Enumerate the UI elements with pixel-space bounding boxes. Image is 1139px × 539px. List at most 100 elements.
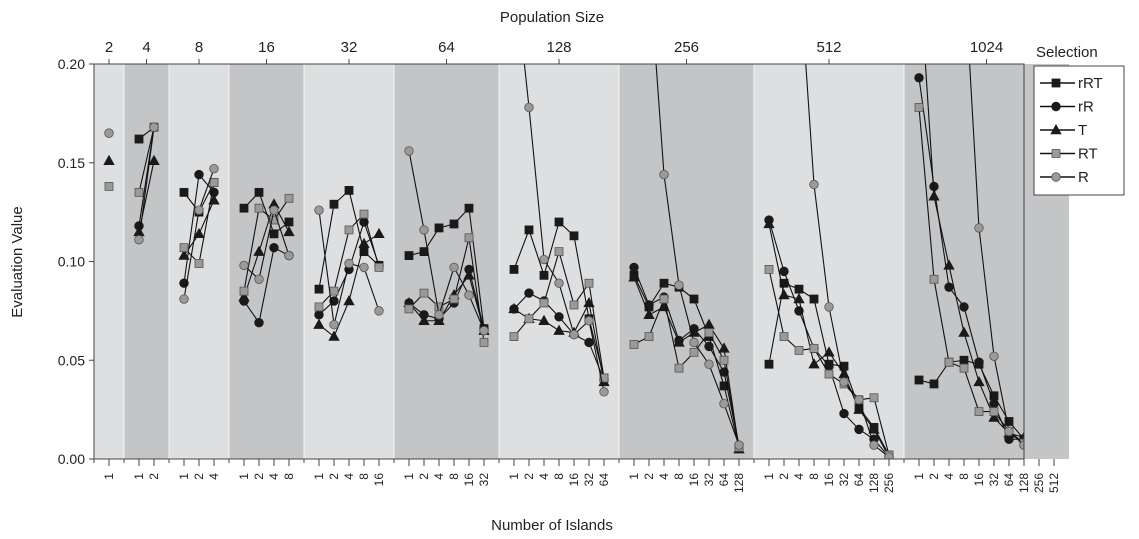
marker-R: [659, 169, 669, 180]
marker-T: [313, 318, 325, 329]
marker-R: [254, 274, 264, 284]
x-tick-label: 1: [402, 473, 416, 480]
marker-RT: [824, 369, 834, 379]
band-64: [394, 64, 499, 459]
marker-rR: [524, 288, 534, 298]
marker-rRT: [464, 203, 474, 213]
x-tick-label: 2: [417, 473, 431, 480]
marker-R: [209, 163, 219, 174]
marker-R: [134, 235, 144, 245]
marker-R: [884, 452, 894, 459]
marker-T: [358, 237, 370, 248]
marker-T: [283, 225, 295, 237]
top-axis-title: Population Size: [500, 9, 604, 26]
x-tick-label: 1: [627, 473, 641, 480]
x-axis-title: Number of Islands: [491, 517, 613, 534]
marker-RT: [449, 294, 459, 304]
marker-rR: [269, 242, 279, 253]
marker-rR: [584, 337, 594, 348]
marker-R: [344, 258, 354, 269]
band-128: [499, 64, 619, 459]
legend-label: rR: [1078, 99, 1094, 116]
x-tick-label: 128: [867, 473, 881, 493]
marker-rRT: [449, 219, 459, 229]
marker-R: [419, 225, 429, 235]
marker-rR: [194, 169, 204, 180]
population-label: 128: [546, 39, 571, 56]
marker-R: [974, 223, 984, 233]
x-tick-label: 1: [507, 473, 521, 480]
marker-RT: [809, 343, 819, 353]
x-tick-label: 64: [597, 473, 611, 487]
marker-RT: [869, 393, 879, 403]
marker-R: [464, 290, 474, 300]
marker-R: [554, 278, 564, 288]
x-tick-label: 4: [432, 473, 446, 480]
population-label: 16: [258, 39, 275, 56]
series-line-rRT: [243, 191, 290, 235]
x-tick-label: 4: [942, 473, 956, 480]
marker-rRT: [929, 379, 939, 389]
marker-R: [1019, 440, 1024, 450]
x-tick-label: 2: [642, 473, 656, 480]
marker-RT: [524, 314, 534, 324]
marker-RT: [404, 304, 414, 314]
x-tick-label: 16: [687, 473, 701, 487]
marker-RT: [794, 345, 804, 355]
marker-RT: [269, 215, 279, 225]
marker-T: [538, 314, 550, 325]
marker-RT: [359, 209, 369, 219]
x-tick-label: 2: [192, 473, 206, 480]
marker-R: [674, 280, 684, 290]
marker-rR: [329, 296, 339, 306]
x-tick-label: 2: [927, 473, 941, 480]
marker-RT: [194, 259, 204, 268]
marker-R: [989, 351, 999, 362]
x-tick-label: 2: [252, 473, 266, 480]
x-tick-label: 32: [702, 473, 716, 487]
marker-R: [809, 179, 819, 190]
marker-R: [584, 316, 594, 326]
x-tick-label: 32: [582, 473, 596, 487]
marker-RT: [569, 300, 579, 310]
marker-R: [869, 440, 879, 450]
x-tick-label: 256: [1032, 473, 1046, 493]
top-axis: 2 4 8 16 32 64 128 256 512 1024: [105, 39, 1003, 64]
marker-R: [269, 205, 279, 215]
legend-label: T: [1078, 122, 1087, 139]
population-label: 8: [195, 39, 203, 56]
x-tick-label: 64: [717, 473, 731, 487]
y-axis: 0.00 0.05 0.10 0.15 0.20: [58, 56, 94, 467]
marker-RT: [179, 243, 189, 253]
legend-marker-rRT: [1051, 78, 1061, 88]
marker-T: [208, 194, 220, 205]
x-tick-label: 8: [552, 473, 566, 480]
x-tick-label: 4: [792, 473, 806, 480]
marker-RT: [704, 328, 714, 338]
legend-item-rR: rR: [1040, 99, 1094, 116]
series-line-rR: [243, 246, 290, 325]
marker-T: [463, 269, 475, 280]
marker-RT: [209, 178, 219, 187]
marker-RT: [104, 182, 114, 191]
marker-T: [808, 358, 820, 369]
series-line-rR: [918, 77, 1024, 440]
marker-T: [343, 294, 355, 306]
series-line-R: [655, 64, 740, 446]
band-2: [94, 64, 124, 459]
marker-R: [719, 399, 729, 409]
y-axis-title: Evaluation Value: [9, 206, 26, 317]
marker-T: [178, 249, 190, 260]
x-tick-label: 32: [477, 473, 491, 487]
marker-R: [359, 262, 369, 273]
x-tick-label: 64: [1002, 473, 1016, 487]
x-tick-label: 8: [957, 473, 971, 480]
marker-R: [704, 359, 714, 369]
legend-label: R: [1078, 169, 1089, 186]
marker-T: [928, 190, 940, 201]
population-label: 1024: [970, 39, 1003, 56]
series-line-R: [138, 127, 155, 240]
marker-RT: [719, 355, 729, 365]
marker-rRT: [914, 375, 924, 385]
x-tick-label: 2: [777, 473, 791, 480]
